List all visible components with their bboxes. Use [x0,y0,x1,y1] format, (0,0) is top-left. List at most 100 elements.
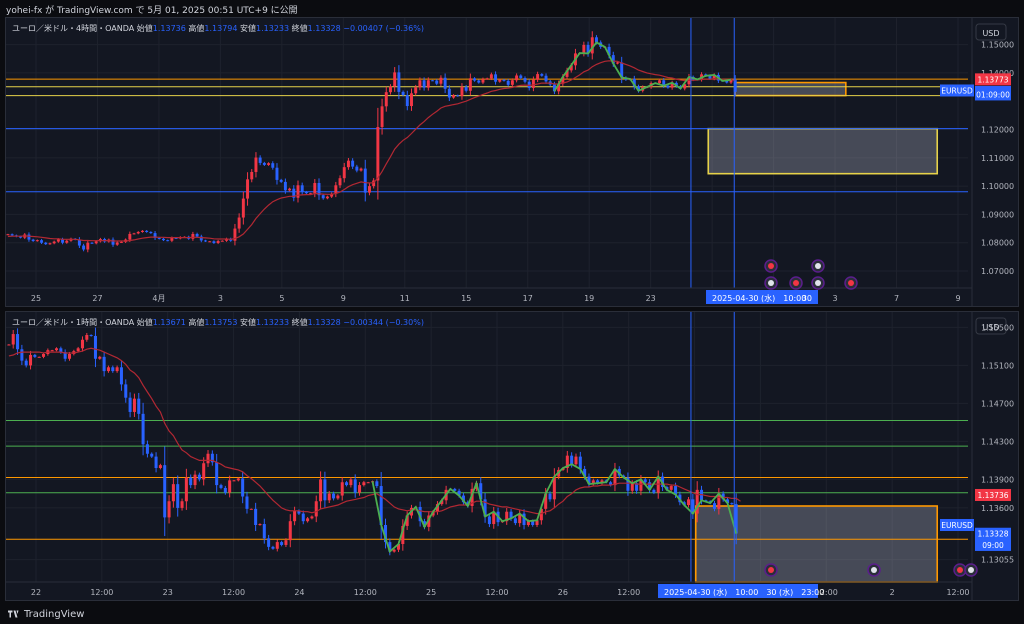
event-icon-flag[interactable] [968,567,974,573]
candle-body [332,493,336,499]
candle-body [271,163,275,168]
candle-body [367,186,371,193]
legend-ohlc_labels-close: 終値 [292,317,308,327]
chart-pane-1h[interactable]: USD 1.15500 1.15100 1.14700 1.14300 1.13900 1.… [5,311,1019,601]
price-tag-bg [975,73,1011,86]
economic-event-icon[interactable] [764,259,778,273]
target-zone-box[interactable] [707,127,939,175]
candle-body [106,367,110,372]
candle-body [725,499,730,504]
price-tag-text: 1.13773 [977,75,1008,84]
candle-body [132,398,136,412]
candle-body [695,489,699,514]
candle-body [154,456,158,468]
candle-body [479,483,483,500]
candle-body [519,75,523,79]
candle-body [40,240,44,243]
x-tick-label: 3 [218,294,223,303]
currency-button[interactable]: USD [975,23,1007,41]
currency-button-frame[interactable] [975,23,1007,41]
candle-body [279,179,283,182]
candle-body [283,181,287,191]
candle-body [184,477,188,502]
event-icon-flag[interactable] [848,280,854,286]
economic-event-icon[interactable] [764,563,778,577]
x-tick-label: 23 [163,588,173,597]
candle-body [658,80,661,84]
event-icon-flag[interactable] [957,567,963,573]
candle-body [396,544,401,550]
chart-pane-4h[interactable]: USD1.150001.140001.120001.110001.100001.… [5,17,1019,307]
economic-event-icon[interactable] [789,276,803,290]
candle-body [220,240,224,242]
candle-body [149,231,153,234]
legend-line: ユーロ／米ドル・1時間・OANDA 始値1.13671 高値1.13753 安値… [12,317,424,327]
currency-button-frame[interactable] [975,317,1007,335]
event-icon-flag[interactable] [768,567,774,573]
candle-body [637,86,640,91]
candle-body [544,75,548,82]
event-icon-flag[interactable] [871,567,877,573]
candle-body [522,513,526,525]
candle-body [140,230,144,232]
candle-body [666,85,670,88]
y-tick-label: 1.14300 [981,437,1014,446]
candle-body [384,92,388,107]
candle-body [284,540,288,545]
y-tick-label: 1.15500 [981,323,1014,332]
y-tick-label: 1.14700 [981,399,1014,408]
economic-event-icon[interactable] [867,563,881,577]
candle-body [535,520,539,525]
candle-body [67,354,72,359]
economic-event-icon[interactable] [844,276,858,290]
event-icon-flag[interactable] [768,263,774,269]
wave-drawing[interactable] [371,463,738,554]
candle-body [292,188,296,198]
candle-body [76,348,80,352]
candle-body [141,413,145,445]
candle-body [236,478,240,481]
y-tick-label: 1.11000 [981,154,1014,163]
economic-event-icon[interactable] [964,563,978,577]
x-tick-label: 26 [558,588,568,597]
candle-body [502,79,506,81]
y-tick-label: 1.15000 [981,41,1014,50]
x-tick-label: 12:00 [354,588,377,597]
economic-event-icon[interactable] [811,259,825,273]
candle-body [338,178,342,186]
economic-event-icon[interactable] [764,276,778,290]
legend-ohlc-low: 1.13233 [256,318,292,327]
target-zone-box[interactable] [734,81,847,97]
candle-body [327,493,331,501]
event-icon-flag[interactable] [815,280,821,286]
candle-body [536,74,540,80]
currency-label: USD [982,323,999,332]
candle-body [340,482,344,496]
candle-body [506,80,510,85]
x-tick-label: 12:00 [90,588,113,597]
candle-body [355,166,359,171]
candle-body [427,515,431,527]
candle-body [662,80,666,86]
currency-button[interactable]: USD [975,317,1007,335]
price-tag-bg [975,88,1011,101]
chart-svg-4h[interactable]: USD1.150001.140001.120001.110001.100001.… [6,18,1018,306]
candle-body [389,86,392,93]
candle-body [111,239,115,245]
event-icon-flag[interactable] [793,280,799,286]
candle-body [304,191,308,194]
event-icon-flag[interactable] [815,263,821,269]
y-tick-label: 1.13600 [981,504,1014,513]
candle-body [596,480,600,484]
candle-body [635,483,639,491]
candle-body [174,237,178,239]
tradingview-logo[interactable]: TradingView [8,609,84,620]
wave-drawing[interactable] [553,41,732,92]
economic-event-icon[interactable] [953,563,967,577]
candle-body [470,488,474,506]
candle-body [29,354,33,366]
candle-body [418,80,422,88]
economic-event-icon[interactable] [811,276,825,290]
event-icon-flag[interactable] [768,280,774,286]
